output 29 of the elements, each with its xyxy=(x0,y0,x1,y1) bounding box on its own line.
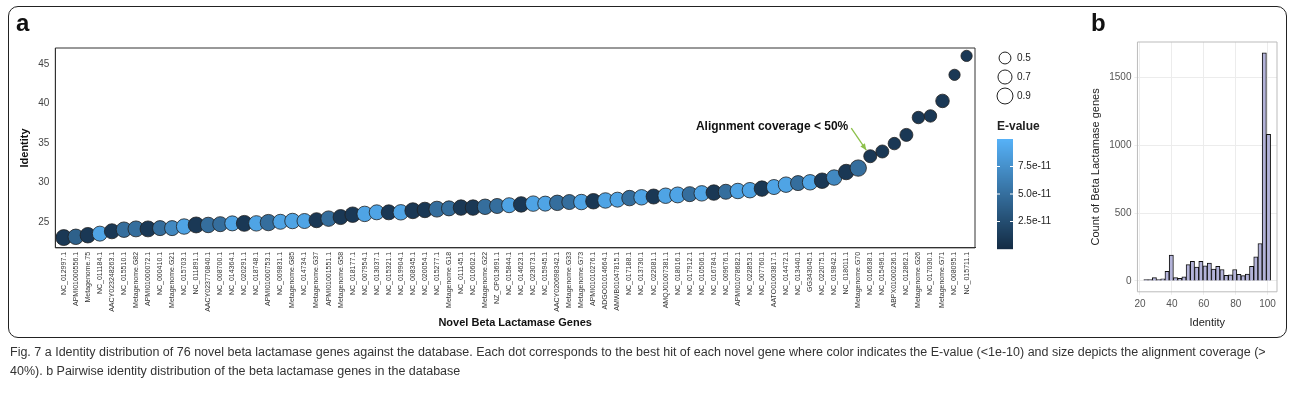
color-bar-label: 2.5e-11 xyxy=(1018,215,1052,227)
legend-label: 0.9 xyxy=(1017,89,1032,101)
y-tick-label: 1000 xyxy=(1109,138,1132,150)
y-tick-label: 500 xyxy=(1114,206,1132,218)
color-bar-label: 5.0e-11 xyxy=(1018,187,1052,199)
color-bar-title: E-value xyxy=(997,119,1041,134)
x-tick-label: 40 xyxy=(1166,297,1178,309)
x-axis-title: Novel Beta Lactamase Genes xyxy=(438,316,592,329)
x-axis-title: Identity xyxy=(1189,316,1226,329)
x-tick-label: 100 xyxy=(1259,297,1277,309)
caption: Fig. 7 a Identity distribution of 76 novel beta lactamase genes against the database. Each dot corresponds to the best hit of each novel gene where color indicates the E-value (<1e-10) and size depicts the alignment coverage (> 40%). b Pairwise identity distribution of the beta lactamase genes in the database xyxy=(10,344,1267,380)
y-tick-label: 35 xyxy=(38,136,50,148)
y-tick-label: 30 xyxy=(38,176,50,188)
legend-label: 0.5 xyxy=(1017,51,1032,63)
x-tick-label: 20 xyxy=(1134,297,1146,309)
y-tick-label: 25 xyxy=(38,215,50,227)
y-axis-title: Identity xyxy=(17,127,30,168)
chart-title: b xyxy=(1091,8,1106,36)
chart-title: a xyxy=(16,8,30,36)
y-tick-label: 45 xyxy=(38,57,50,69)
y-tick-label: 0 xyxy=(1125,274,1132,286)
x-tick-label: 80 xyxy=(1230,297,1242,309)
y-axis-title: Count of Beta Lactamase genes xyxy=(1088,87,1101,246)
annotation: Alignment coverage < 50% xyxy=(695,118,849,133)
y-tick-label: 1500 xyxy=(1109,71,1132,83)
y-tick-label: 40 xyxy=(38,97,50,109)
color-bar-label: 7.5e-11 xyxy=(1018,160,1052,172)
x-tick-label: 60 xyxy=(1198,297,1210,309)
legend-label: 0.7 xyxy=(1017,70,1032,82)
